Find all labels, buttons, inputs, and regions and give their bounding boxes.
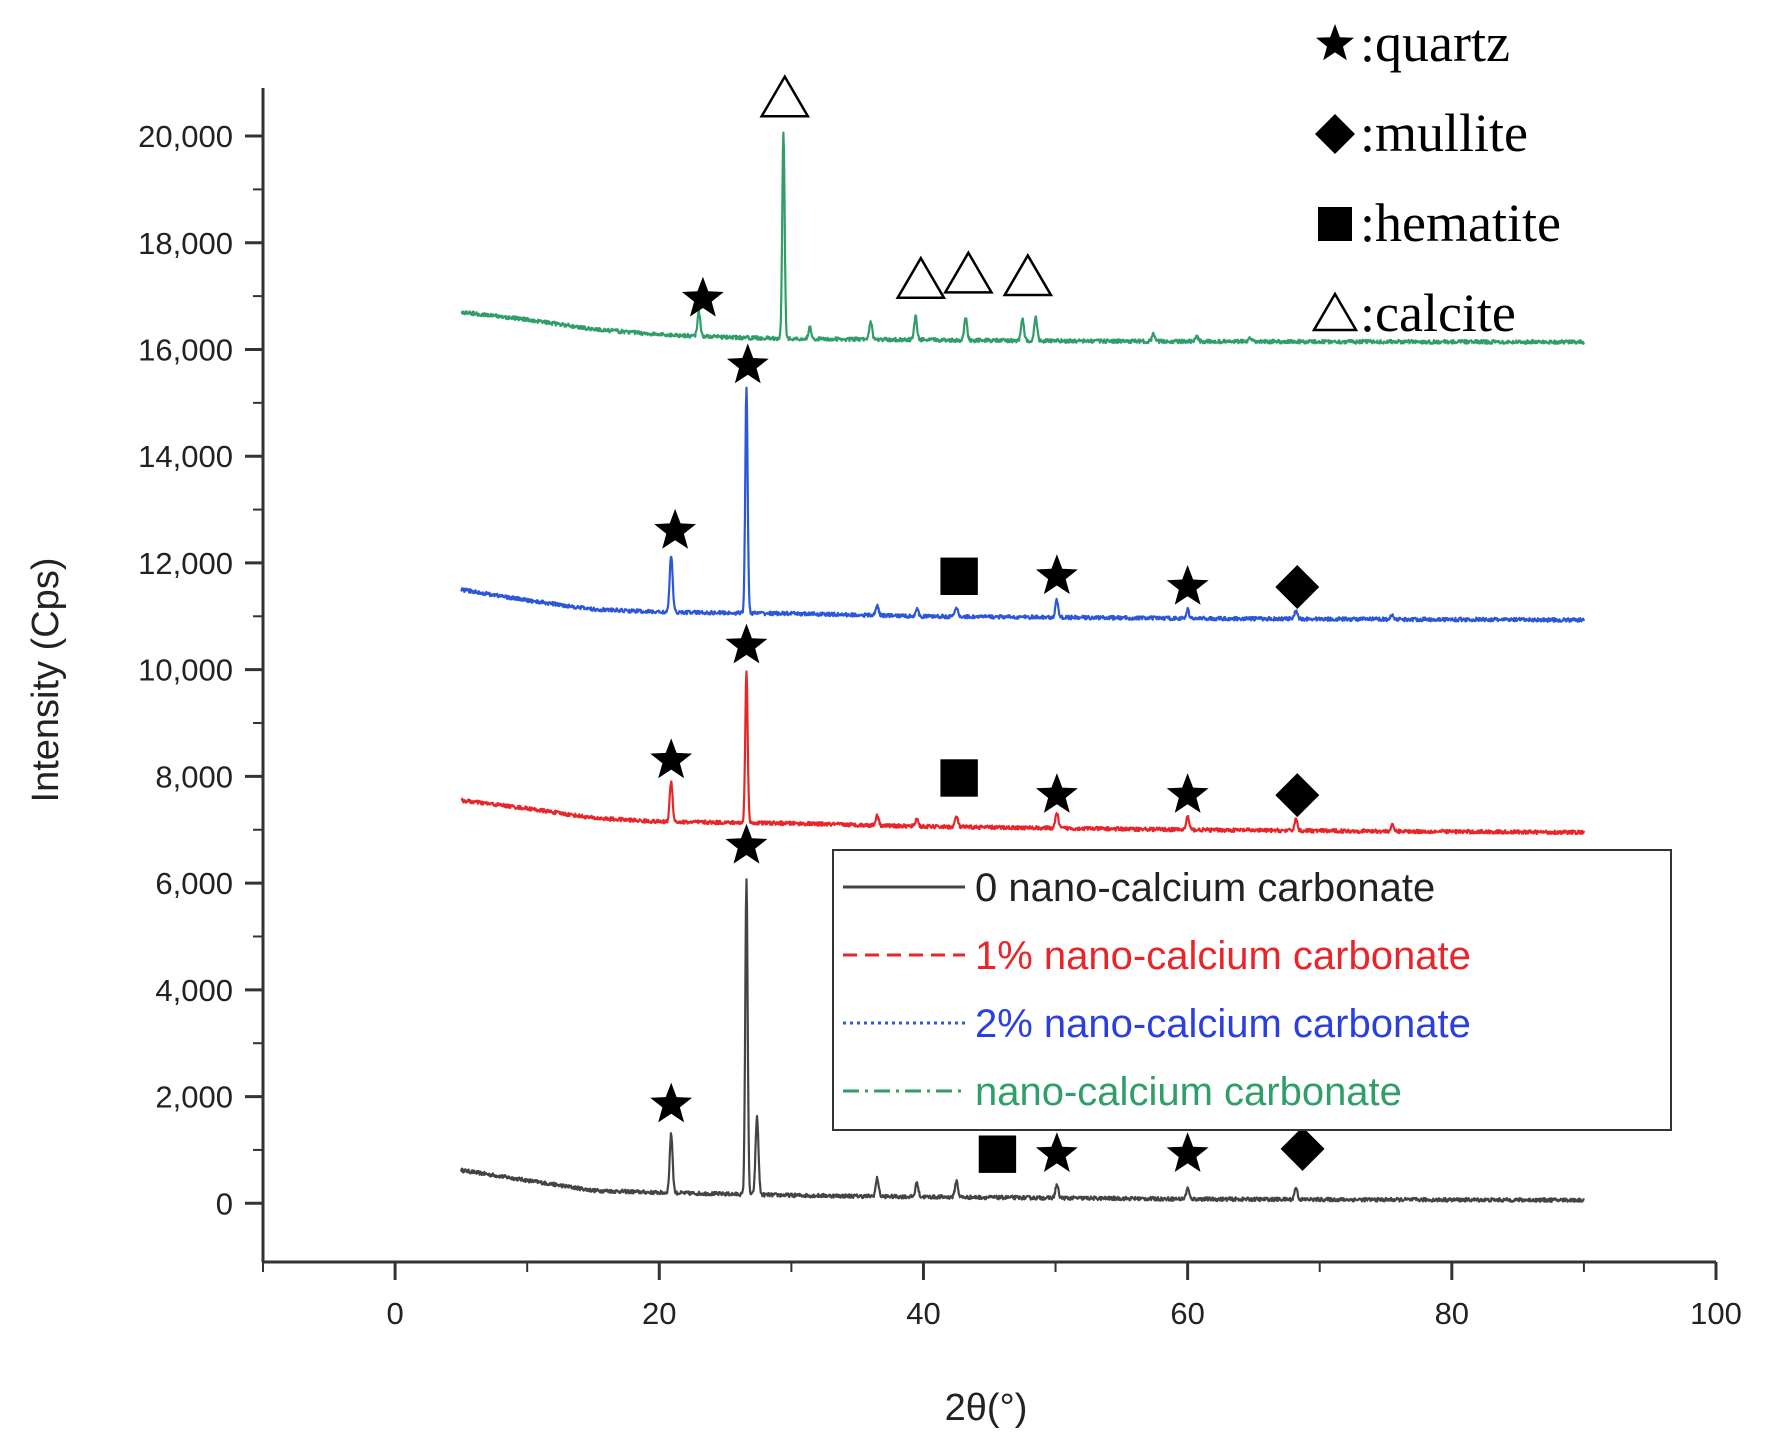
calcite-marker bbox=[943, 250, 994, 294]
x-tick-label: 0 bbox=[386, 1296, 403, 1331]
quartz-marker bbox=[1035, 554, 1078, 595]
quartz-marker bbox=[1035, 773, 1078, 813]
phase-legend-label: :quartz bbox=[1360, 13, 1510, 73]
y-tick-label: 4,000 bbox=[155, 973, 233, 1008]
quartz-marker bbox=[1166, 773, 1209, 813]
quartz-marker bbox=[650, 738, 693, 779]
y-tick-label: 6,000 bbox=[155, 866, 233, 901]
y-ticks: 0 2,000 4,000 6,000 8,000 10,000 12,000 14,000 1… bbox=[138, 119, 263, 1221]
calcite-marker bbox=[895, 255, 947, 299]
series-line-4 bbox=[460, 131, 1585, 345]
mullite-marker bbox=[1275, 564, 1320, 609]
y-tick-label: 0 bbox=[216, 1186, 233, 1221]
quartz-marker bbox=[725, 623, 768, 664]
mullite-legend-icon bbox=[1315, 114, 1355, 154]
y-tick-label: 20,000 bbox=[138, 119, 233, 154]
series-layer bbox=[460, 131, 1585, 1203]
y-tick-label: 14,000 bbox=[138, 439, 233, 474]
legend-label-3: 2% nano-calcium carbonate bbox=[975, 1002, 1471, 1046]
y-tick-label: 2,000 bbox=[155, 1080, 233, 1115]
axes-layer: 0 2,000 4,000 6,000 8,000 10,000 12,000 14,000 1… bbox=[138, 88, 1742, 1331]
hematite-marker bbox=[940, 557, 978, 595]
hematite-marker bbox=[978, 1135, 1017, 1173]
x-tick-label: 100 bbox=[1690, 1296, 1742, 1331]
quartz-marker bbox=[650, 1082, 693, 1123]
y-tick-label: 16,000 bbox=[138, 332, 233, 367]
phase-legend-label: :hematite bbox=[1360, 193, 1561, 253]
x-tick-label: 40 bbox=[906, 1296, 940, 1331]
calcite-marker bbox=[1002, 252, 1054, 297]
quartz-marker bbox=[726, 343, 769, 384]
quartz-marker bbox=[654, 508, 696, 549]
y-tick-label: 12,000 bbox=[138, 546, 233, 581]
phase-annotations bbox=[650, 74, 1325, 1173]
phase-legend-label: :calcite bbox=[1360, 283, 1516, 343]
quartz-marker bbox=[1166, 565, 1209, 605]
legend-label-2: 1% nano-calcium carbonate bbox=[975, 934, 1471, 978]
mullite-marker bbox=[1280, 1126, 1325, 1171]
hematite-marker bbox=[940, 759, 978, 797]
quartz-marker bbox=[681, 276, 724, 317]
x-ticks: 0 20 40 60 80 100 bbox=[262, 1262, 1742, 1331]
y-tick-label: 10,000 bbox=[138, 653, 233, 688]
series-line-1 bbox=[460, 878, 1585, 1203]
legend-label-4: nano-calcium carbonate bbox=[975, 1070, 1402, 1114]
phase-legend: :quartz :mullite :hematite :calcite bbox=[1311, 13, 1561, 343]
y-axis-title: Intensity (Cps) bbox=[25, 558, 67, 803]
quartz-marker bbox=[1166, 1132, 1209, 1172]
series-line-3 bbox=[460, 386, 1585, 623]
calcite-marker bbox=[759, 74, 811, 118]
series-legend: 0 nano-calcium carbonate 1% nano-calcium … bbox=[832, 849, 1672, 1131]
x-tick-label: 60 bbox=[1170, 1296, 1204, 1331]
calcite-legend-icon bbox=[1311, 291, 1359, 332]
quartz-marker bbox=[725, 823, 768, 864]
series-line-2 bbox=[460, 670, 1585, 836]
y-tick-label: 8,000 bbox=[155, 759, 233, 794]
phase-legend-label: :mullite bbox=[1360, 103, 1528, 163]
y-tick-label: 18,000 bbox=[138, 226, 233, 261]
x-tick-label: 20 bbox=[642, 1296, 676, 1331]
x-tick-label: 80 bbox=[1435, 1296, 1469, 1331]
mullite-marker bbox=[1275, 773, 1320, 818]
legend-label-1: 0 nano-calcium carbonate bbox=[975, 866, 1435, 910]
hematite-legend-icon bbox=[1318, 207, 1352, 241]
x-axis-title: 2θ(°) bbox=[945, 1387, 1028, 1429]
legend-box bbox=[832, 849, 1672, 1131]
quartz-legend-icon bbox=[1316, 24, 1354, 61]
quartz-marker bbox=[1035, 1132, 1078, 1172]
